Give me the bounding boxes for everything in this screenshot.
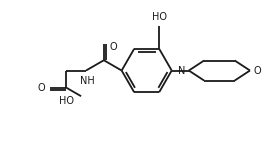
Text: HO: HO	[152, 12, 167, 22]
Text: N: N	[178, 66, 185, 76]
Text: HO: HO	[59, 96, 74, 106]
Text: O: O	[110, 42, 117, 51]
Text: O: O	[38, 83, 45, 93]
Text: O: O	[253, 66, 261, 76]
Text: NH: NH	[80, 76, 95, 86]
